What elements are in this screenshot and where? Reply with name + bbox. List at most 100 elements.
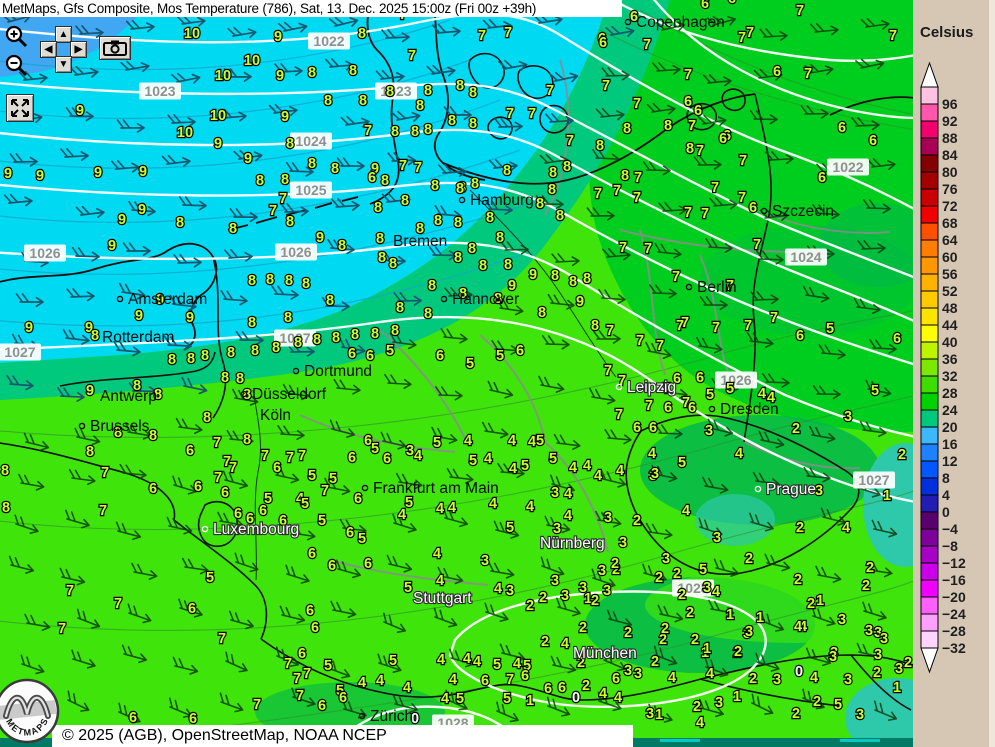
temp-value: 8	[456, 78, 464, 94]
temp-value: 3	[649, 468, 657, 484]
temp-value: 1	[733, 689, 741, 705]
wind-barb-icon	[800, 105, 829, 119]
temp-value: 6	[308, 546, 316, 562]
wind-barb-icon	[603, 650, 626, 672]
temp-value: 8	[201, 348, 209, 364]
pan-up-button[interactable]: ▲	[55, 26, 72, 43]
temp-value: 4	[594, 468, 602, 484]
temp-value: 7	[223, 454, 231, 470]
temp-value: 7	[684, 205, 692, 221]
city-marker-icon	[201, 525, 209, 533]
wind-barb-icon	[127, 603, 152, 624]
wind-barb-icon	[865, 560, 893, 578]
zoom-in-button[interactable]	[4, 24, 30, 50]
svg-text:Brussels: Brussels	[90, 418, 150, 435]
wind-barb-icon	[605, 25, 635, 37]
zoom-out-button[interactable]	[4, 53, 30, 79]
wind-barb-icon	[375, 69, 405, 83]
weather-map[interactable]: 1022 1022 1023 1023 1024 1024 1025 1026 1026 1026…	[0, 0, 913, 747]
temp-value: 7	[645, 398, 653, 414]
temp-value: 4	[449, 672, 457, 688]
temp-value: 9	[108, 238, 116, 254]
temp-value: 4	[437, 652, 445, 668]
temp-value: 2	[541, 634, 549, 650]
wind-barb-icon	[110, 159, 140, 173]
wind-barb-icon	[444, 287, 473, 301]
temp-value: 2	[611, 556, 619, 572]
legend-color-step	[920, 443, 939, 462]
temp-value: 8	[486, 210, 494, 226]
wind-barb-icon	[695, 336, 723, 354]
temp-value: 4	[564, 486, 572, 502]
legend-sidebar: Celsius 96 92 88 84 80 76 72 68 64 60 56 52 48 44 40 36…	[913, 0, 995, 747]
snapshot-button[interactable]	[99, 36, 131, 60]
legend-value-label: 72	[942, 198, 958, 214]
temp-value: 8	[331, 161, 339, 177]
wind-barb-icon	[339, 518, 367, 535]
legend-value-label: 4	[942, 487, 950, 503]
temp-value: 3	[603, 583, 611, 599]
wind-barb-icon	[815, 565, 842, 583]
svg-text:Zürich: Zürich	[370, 708, 413, 725]
isobar-label: 1024	[785, 248, 827, 266]
wind-barb-icon	[275, 646, 300, 667]
legend-value-label: 64	[942, 232, 958, 248]
wind-barb-icon	[498, 59, 528, 71]
temp-value: 4	[810, 670, 818, 686]
legend-color-step	[920, 545, 939, 564]
city-label-amsterdam: Amsterdam	[116, 291, 207, 308]
svg-text:Düsseldorf: Düsseldorf	[252, 386, 327, 403]
temp-value: 6	[328, 558, 336, 574]
temp-value: 8	[91, 328, 99, 344]
temp-value: 8	[391, 323, 399, 339]
temp-value: 4	[441, 691, 449, 707]
pan-right-button[interactable]: ▶	[70, 41, 87, 58]
wind-barb-icon	[279, 605, 306, 624]
wind-barb-icon	[9, 153, 38, 167]
legend-value-label: −16	[942, 572, 966, 588]
temp-value: 3	[634, 666, 642, 682]
legend-color-step	[920, 460, 939, 479]
wind-barb-icon	[172, 475, 197, 495]
legend-color-step	[920, 222, 939, 241]
legend-value-label: 40	[942, 334, 958, 350]
wind-barb-icon	[66, 288, 95, 302]
temp-value: 9	[576, 294, 584, 310]
city-label-antwerp: Antwerp	[100, 388, 157, 405]
wind-barb-icon	[658, 202, 687, 216]
temp-value: 9	[139, 164, 147, 180]
wind-barb-icon	[75, 25, 104, 39]
pan-left-button[interactable]: ◀	[40, 41, 57, 58]
temp-value: 3	[481, 553, 489, 569]
isobar-label: 1023	[139, 82, 181, 100]
wind-barb-icon	[592, 149, 620, 164]
wind-barb-icon	[484, 602, 509, 622]
temp-value: 7	[296, 688, 304, 704]
wind-barb-icon	[228, 610, 254, 630]
temp-value: 3	[579, 580, 587, 596]
city-labels: Copenhagen Hamburg Bremen Amsterdam Hannover…	[78, 14, 834, 725]
svg-text:Hamburg: Hamburg	[470, 192, 534, 209]
temp-value: 6	[149, 481, 157, 497]
temp-value: 8	[503, 163, 511, 179]
fullscreen-button[interactable]	[6, 94, 34, 122]
temp-value: 9	[186, 310, 194, 326]
temp-value: 6	[348, 346, 356, 362]
wind-barb-icon	[642, 563, 667, 583]
legend-color-step	[920, 239, 939, 258]
temp-value: 6	[818, 170, 826, 186]
temp-value: 7	[298, 448, 306, 464]
temp-value: 2	[655, 570, 663, 586]
pan-down-button[interactable]: ▼	[55, 56, 72, 73]
attribution-bar: © 2025 (AGB), OpenStreetMap, NOAA NCEP	[52, 725, 633, 747]
wind-barb-icon	[750, 291, 779, 305]
wind-barb-icon	[642, 161, 671, 176]
city-label-hannover: Hannover	[440, 291, 519, 308]
temp-value: 8	[187, 351, 195, 367]
temp-value: 4	[509, 461, 517, 477]
temp-value: 6	[306, 603, 314, 619]
temp-value: 8	[686, 141, 694, 157]
wind-barb-icon	[235, 331, 264, 346]
